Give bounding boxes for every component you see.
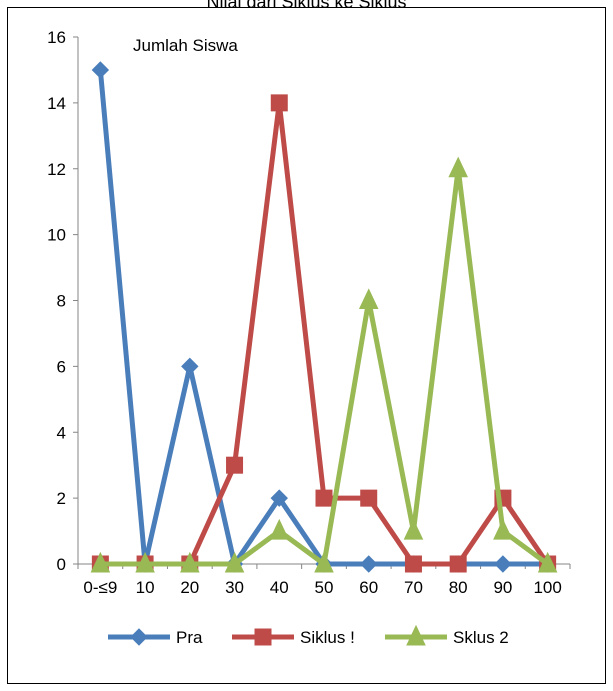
legend-marker <box>130 628 148 646</box>
y-tick-label: 4 <box>57 423 66 442</box>
data-point <box>314 551 334 573</box>
x-tick-label: 50 <box>315 578 334 597</box>
data-point <box>403 518 424 540</box>
data-point <box>270 489 288 507</box>
x-tick-label: 30 <box>225 578 244 597</box>
series-sklus-2 <box>90 156 558 573</box>
data-point <box>270 94 288 112</box>
y-axis-label: Jumlah Siswa <box>133 36 238 55</box>
legend: Pra Siklus ! Sklus 2 <box>108 624 509 647</box>
data-point <box>493 518 513 540</box>
series-layer <box>90 61 558 573</box>
y-tick-label: 10 <box>47 226 66 245</box>
data-point <box>269 518 290 540</box>
data-point <box>448 156 468 178</box>
data-point <box>360 555 378 573</box>
data-point <box>91 61 110 79</box>
y-tick-label: 8 <box>57 292 66 311</box>
legend-marker <box>254 628 272 646</box>
x-tick-label: 20 <box>180 578 199 597</box>
y-tick-label: 16 <box>47 28 66 47</box>
data-point <box>90 551 111 573</box>
legend-item: Siklus ! <box>232 628 355 647</box>
legend-label: Sklus 2 <box>453 628 509 647</box>
x-tick-label: 0-≤9 <box>83 578 117 597</box>
data-point <box>404 555 422 573</box>
legend-item: Sklus 2 <box>385 624 509 647</box>
x-tick-label: 70 <box>404 578 423 597</box>
y-tick-label: 0 <box>57 555 66 574</box>
legend-label: Pra <box>176 628 203 647</box>
x-tick-label: 90 <box>493 578 512 597</box>
data-point <box>358 288 379 309</box>
y-tick-label: 6 <box>57 357 66 376</box>
data-point <box>360 489 378 507</box>
x-axis-ticks: 0-≤9 10 20 30 40 50 60 70 80 90 100 <box>77 564 571 597</box>
data-point <box>181 357 199 376</box>
data-point <box>537 551 558 573</box>
y-axis-ticks: 0 2 4 6 8 10 12 14 16 <box>47 28 78 574</box>
chart-title: Nilai dari Siklus ke Siklus <box>206 0 407 12</box>
x-tick-label: 100 <box>533 578 561 597</box>
data-point <box>135 551 155 573</box>
data-point <box>226 456 244 474</box>
y-tick-label: 14 <box>47 94 66 113</box>
legend-item: Pra <box>108 628 203 647</box>
data-point <box>224 551 245 573</box>
x-tick-label: 40 <box>270 578 289 597</box>
data-point <box>494 555 512 573</box>
data-point <box>449 555 467 573</box>
y-tick-label: 12 <box>47 160 66 179</box>
x-tick-label: 60 <box>359 578 378 597</box>
legend-marker <box>406 624 426 646</box>
y-tick-label: 2 <box>57 489 66 508</box>
data-point <box>180 551 200 573</box>
data-point <box>315 489 333 507</box>
x-tick-label: 10 <box>136 578 155 597</box>
x-tick-label: 80 <box>449 578 468 597</box>
legend-label: Siklus ! <box>300 628 355 647</box>
